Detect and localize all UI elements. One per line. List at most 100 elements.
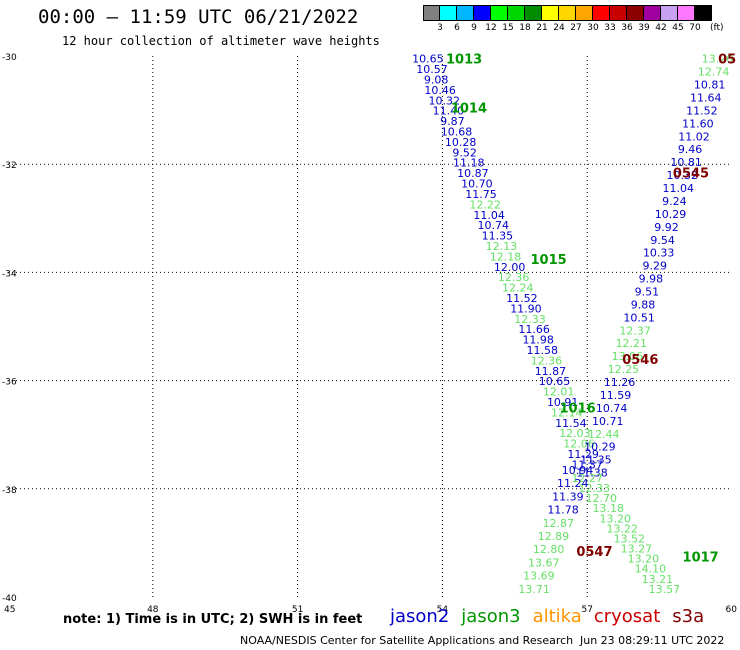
legend-swatch bbox=[627, 6, 644, 20]
wave-height-value: 9.46 bbox=[678, 143, 703, 156]
wave-height-value: 9.92 bbox=[654, 221, 679, 234]
legend-tick-label: 18 bbox=[519, 23, 531, 33]
legend-tick-label: 30 bbox=[587, 23, 599, 33]
longitude-label: 51 bbox=[292, 605, 303, 615]
wave-height-value: 13.06 bbox=[612, 350, 644, 363]
satellite-legend-item: jason2 bbox=[390, 606, 450, 627]
longitude-label: 54 bbox=[437, 605, 449, 615]
wave-height-value: 10.51 bbox=[623, 311, 655, 324]
legend-ticks: (ft) 3 6 9 12 15 18 21 24 27 30 33 36 39 42 45 70 bbox=[423, 21, 723, 35]
wave-height-value: 10.81 bbox=[694, 79, 726, 92]
legend-tick-label: 33 bbox=[604, 23, 616, 33]
wave-height-value: 12.87 bbox=[542, 517, 574, 530]
legend-unit: (ft) bbox=[710, 23, 724, 33]
wave-height-value: 12.74 bbox=[698, 66, 730, 79]
wave-height-value: 12.13 bbox=[486, 240, 518, 253]
wave-height-value: 11.24 bbox=[557, 477, 589, 490]
wave-height-value: 12.27 bbox=[571, 472, 603, 485]
satellite-legend-item: altika bbox=[532, 606, 582, 627]
legend-tick-label: 42 bbox=[655, 23, 667, 33]
wave-height-value: 10.87 bbox=[457, 167, 489, 180]
wave-height-value: 10.74 bbox=[478, 219, 510, 232]
wave-height-value: 10.68 bbox=[441, 126, 473, 139]
pass-time-label: 0545 bbox=[673, 166, 709, 181]
legend-swatch bbox=[576, 6, 593, 20]
satellite-tracks: 10.6510.579.0810.4610.3211.409.8710.6810… bbox=[412, 53, 733, 596]
wave-height-value: 13.20 bbox=[702, 53, 734, 66]
wave-height-value: 10.94 bbox=[562, 464, 594, 477]
wave-height-value: 12.21 bbox=[615, 337, 647, 350]
wave-height-value: 11.39 bbox=[552, 490, 584, 503]
satellite-legend-item: cryosat bbox=[593, 606, 661, 627]
satellite-legend-item: s3a bbox=[672, 606, 705, 627]
wave-height-value: 13.18 bbox=[593, 502, 625, 515]
map-subtitle: 12 hour collection of altimeter wave hei… bbox=[62, 34, 380, 48]
latitude-label: -38 bbox=[2, 486, 17, 496]
wave-height-value: 10.91 bbox=[547, 396, 579, 409]
wave-height-value: 11.59 bbox=[600, 389, 632, 402]
longitude-labels: 45 48 51 54 57 60 bbox=[4, 605, 737, 615]
wave-height-value: 13.67 bbox=[528, 556, 560, 569]
legend-swatches bbox=[423, 5, 712, 21]
legend-tick-label: 36 bbox=[621, 23, 633, 33]
wave-height-value: 11.02 bbox=[678, 130, 710, 143]
wave-height-value: 10.65 bbox=[539, 375, 571, 388]
pass-time-label: 1017 bbox=[683, 550, 719, 565]
wave-height-value: 9.52 bbox=[452, 146, 477, 159]
legend-tick-label: 21 bbox=[536, 23, 548, 33]
legend-swatch bbox=[542, 6, 559, 20]
wave-height-value: 11.60 bbox=[682, 117, 714, 130]
latitude-label: -36 bbox=[2, 378, 17, 388]
wave-height-value: 9.98 bbox=[639, 273, 664, 286]
legend-tick-label: 70 bbox=[689, 23, 701, 33]
pass-time-label: 0546 bbox=[622, 353, 658, 368]
wave-height-value: 13.69 bbox=[523, 570, 555, 583]
wave-height-value: 13.27 bbox=[621, 543, 653, 556]
legend-swatch bbox=[559, 6, 576, 20]
wave-height-value: 9.24 bbox=[662, 195, 687, 208]
legend-tick-label: 24 bbox=[553, 23, 565, 33]
legend-tick-label: 39 bbox=[638, 23, 650, 33]
legend-tick-label: 3 bbox=[437, 23, 443, 33]
wave-height-value: 12.03 bbox=[559, 427, 591, 440]
credit-line: NOAA/NESDIS Center for Satellite Applica… bbox=[240, 634, 574, 647]
legend-tick-label: 9 bbox=[471, 23, 477, 33]
longitude-label: 57 bbox=[581, 605, 592, 615]
wave-height-value: 10.33 bbox=[643, 247, 675, 260]
latitude-label: -30 bbox=[2, 53, 17, 63]
wave-height-value: 10.29 bbox=[655, 208, 687, 221]
satellite-legend: jason2 jason3 altika cryosat s3a bbox=[390, 606, 704, 627]
longitude-label: 60 bbox=[726, 605, 738, 615]
wave-height-value: 13.21 bbox=[642, 573, 674, 586]
wave-height-value: 12.37 bbox=[619, 324, 651, 337]
wave-height-value: 12.89 bbox=[538, 530, 570, 543]
wave-height-value: 12.22 bbox=[469, 198, 501, 211]
wave-height-value: 10.65 bbox=[412, 53, 444, 66]
wave-height-value: 12.06 bbox=[563, 438, 595, 451]
wave-height-value: 11.38 bbox=[576, 467, 608, 480]
legend-swatch bbox=[593, 6, 610, 20]
generated-timestamp: Jun 23 08:29:11 UTC 2022 bbox=[580, 634, 725, 647]
wave-height-value: 12.70 bbox=[585, 492, 617, 505]
wave-height-value: 13.71 bbox=[518, 583, 550, 596]
wave-height-value: 11.26 bbox=[604, 376, 636, 389]
wave-height-value: 12.18 bbox=[490, 250, 522, 263]
wave-height-value: 11.04 bbox=[473, 209, 505, 222]
wave-height-value: 10.29 bbox=[584, 441, 616, 454]
wave-height-value: 11.18 bbox=[453, 157, 485, 170]
legend-swatch bbox=[457, 6, 474, 20]
time-labels: 1013 1014 1015 1016 1017 05 0545 0546 0547 bbox=[446, 53, 736, 566]
wave-height-value: 11.04 bbox=[663, 182, 695, 195]
legend-swatch bbox=[491, 6, 508, 20]
wave-height-value: 9.88 bbox=[631, 298, 656, 311]
legend-swatch bbox=[525, 6, 542, 20]
wave-height-value: 10.74 bbox=[596, 402, 628, 415]
wave-height-value: 10.32 bbox=[666, 169, 698, 182]
wave-height-value: 12.44 bbox=[588, 428, 620, 441]
wave-height-value: 10.81 bbox=[670, 156, 702, 169]
wave-height-value: 11.37 bbox=[571, 458, 603, 471]
wave-height-value: 11.40 bbox=[433, 105, 465, 118]
footer-note: note: 1) Time is in UTC; 2) SWH is in fe… bbox=[63, 612, 363, 627]
legend-swatch bbox=[661, 6, 678, 20]
wave-height-value: 9.29 bbox=[643, 260, 668, 273]
